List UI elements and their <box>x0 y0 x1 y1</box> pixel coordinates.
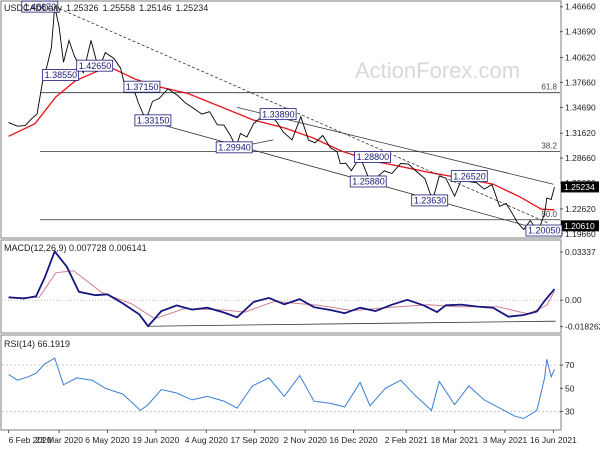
annotation-box <box>134 114 172 127</box>
ohlc-close: 1.25234 <box>176 3 209 13</box>
annotation-label: 1.20050 <box>528 226 561 236</box>
annotation-box <box>123 80 161 93</box>
ohlc-high: 1.25558 <box>103 3 136 13</box>
price-tick-label: 1.37660 <box>565 77 596 87</box>
price-tick-label: 1.19660 <box>565 229 596 239</box>
annotation-label: 1.29940 <box>218 143 251 153</box>
rsi-label: RSI(14) 66.1919 <box>4 339 70 349</box>
price-tick-label: 1.40620 <box>565 53 596 63</box>
annotation-label: 1.28800 <box>357 152 390 162</box>
annotation-box <box>354 151 391 163</box>
annotation-box <box>21 0 59 13</box>
annotation-box <box>411 194 449 207</box>
date-tick-label: 16 Dec 2020 <box>329 435 377 445</box>
annotation-box <box>42 69 80 81</box>
ohlc-open: 1.25326 <box>66 3 99 13</box>
annotation-label: 1.26520 <box>453 171 486 181</box>
macd-tick-label: 0.00 <box>565 295 582 305</box>
annotation-label: 1.25880 <box>352 177 385 187</box>
annotation-box <box>525 224 563 237</box>
annotation-box <box>259 108 297 121</box>
rsi-series: 70 50 30 <box>2 357 575 420</box>
macd-panel: 0.03337 0.00 -0.018262 MACD(12,26,9) 0.007… <box>0 239 600 334</box>
annotation-label: 1.33890 <box>262 109 295 119</box>
price-line <box>8 6 555 232</box>
annotation-label: 1.33150 <box>137 116 170 126</box>
date-tick-label: 2 Feb 2021 <box>385 435 428 445</box>
macd-line <box>8 249 556 328</box>
price-tick-label: 1.46660 <box>565 2 596 12</box>
date-tick-label: 3 May 2021 <box>483 435 528 445</box>
watermark: ActionForex.com <box>355 58 520 83</box>
date-tick-label: 2 Nov 2020 <box>283 435 327 445</box>
trend-line <box>236 106 554 185</box>
price-tick-label: 1.22620 <box>565 204 596 214</box>
price-axis: 1.46660 1.43690 1.40620 1.37660 1.34690 1.316… <box>560 2 599 239</box>
rsi-tick-label: 50 <box>565 383 575 393</box>
annotation-label: 1.46670 <box>24 2 57 12</box>
last-price-tag: 1.20610 <box>564 221 595 231</box>
fib-label: 61.8 <box>541 83 557 92</box>
date-tick-label: 23 Mar 2020 <box>35 435 83 445</box>
annotation-label: 1.38550 <box>45 70 78 80</box>
macd-trend-line <box>148 320 556 327</box>
annotation-label: 1.42650 <box>79 61 112 71</box>
macd-panel-frame <box>0 239 562 334</box>
date-tick-label: 4 Aug 2020 <box>185 435 228 445</box>
rsi-panel-frame <box>0 334 562 431</box>
price-tick-label: 1.31620 <box>565 128 596 138</box>
ohlc-low: 1.25146 <box>139 3 172 13</box>
rsi-panel: 70 50 30 RSI(14) 66.1919 <box>0 334 575 431</box>
rsi-tick-label: 70 <box>565 360 575 370</box>
date-tick-label: 19 Jun 2020 <box>132 435 179 445</box>
timeframe-label: Daily <box>42 3 63 13</box>
price-tick-label: 1.34690 <box>565 102 596 112</box>
current-price-tag: 1.25234 <box>564 182 595 192</box>
macd-series: 0.03337 0.00 -0.018262 <box>2 247 600 332</box>
price-tick-label: 1.28660 <box>565 153 596 163</box>
date-tick-label: 16 Jun 2021 <box>530 435 577 445</box>
annotation-label: 1.23630 <box>414 196 447 206</box>
date-tick-label: 18 Mar 2021 <box>431 435 479 445</box>
annotation-box <box>215 141 253 154</box>
annotation-label: 1.37150 <box>126 82 159 92</box>
fib-label: 50.0 <box>541 210 557 219</box>
rsi-tick-label: 30 <box>565 407 575 417</box>
annotation-box <box>349 175 387 188</box>
macd-label: MACD(12,26,9) 0.007728 0.006141 <box>4 243 147 253</box>
current-price-tag-bg <box>561 181 599 193</box>
chart-header: USDCADDaily 1.25326 1.25558 1.25146 1.25234 <box>4 3 208 13</box>
fib-label: 38.2 <box>541 142 557 151</box>
price-panel: ActionForex.com 61.8 38.2 50.0 1.46660 1.43… <box>0 0 599 239</box>
last-price-tag-bg <box>561 220 599 232</box>
annotation-box <box>76 59 114 72</box>
symbol-label: USDCAD <box>4 3 43 13</box>
macd-tick-label: -0.018262 <box>565 322 600 332</box>
macd-tick-label: 0.03337 <box>565 247 596 257</box>
annotation-box <box>450 170 488 183</box>
price-tick-label: 1.43690 <box>565 27 596 37</box>
fibonacci-levels: 61.8 38.2 50.0 <box>40 83 560 221</box>
date-tick-label: 17 Sep 2020 <box>231 435 279 445</box>
date-tick-label: 6 May 2020 <box>85 435 130 445</box>
rsi-line <box>8 357 555 420</box>
date-tick-label: 6 Feb 2020 <box>9 435 52 445</box>
